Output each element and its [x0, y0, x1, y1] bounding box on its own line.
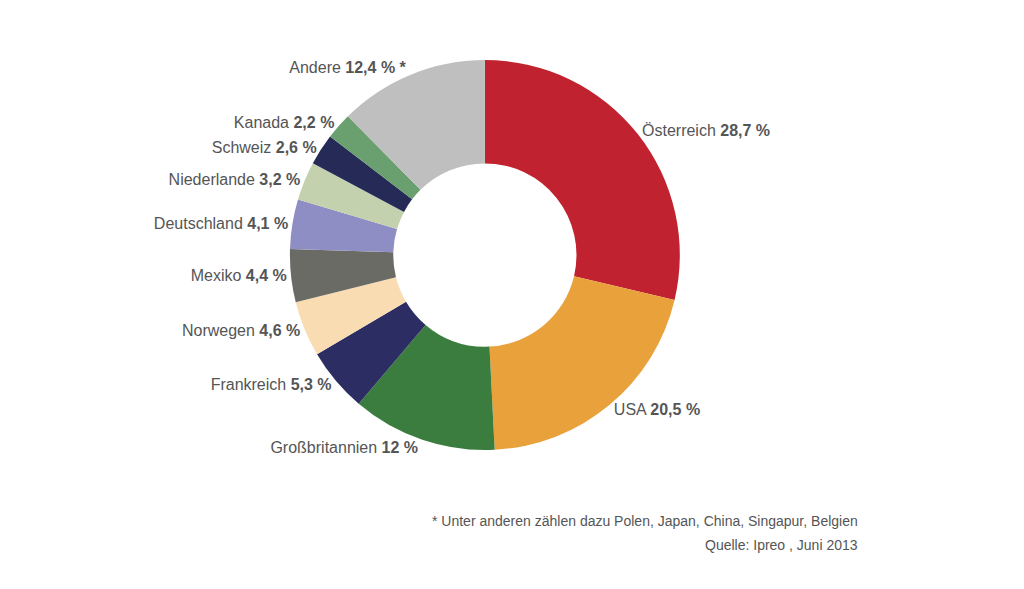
svg-text:Andere 12,4 % *: Andere 12,4 % *	[289, 59, 406, 76]
svg-text:Frankreich 5,3 %: Frankreich 5,3 %	[211, 376, 332, 393]
svg-text:Kanada 2,2 %: Kanada 2,2 %	[234, 114, 335, 131]
svg-text:Österreich 28,7 %: Österreich 28,7 %	[642, 122, 770, 139]
svg-text:Großbritannien 12 %: Großbritannien 12 %	[270, 439, 418, 456]
svg-text:Deutschland 4,1 %: Deutschland 4,1 %	[154, 215, 288, 232]
svg-text:Niederlande 3,2 %: Niederlande 3,2 %	[169, 171, 301, 188]
svg-text:Quelle: Ipreo , Juni 2013: Quelle: Ipreo , Juni 2013	[705, 537, 858, 553]
svg-text:Schweiz 2,6 %: Schweiz 2,6 %	[212, 139, 317, 156]
svg-text:Norwegen 4,6 %: Norwegen 4,6 %	[182, 322, 300, 339]
svg-text:* Unter anderen zählen dazu Po: * Unter anderen zählen dazu Polen, Japan…	[432, 513, 858, 529]
svg-text:Mexiko 4,4 %: Mexiko 4,4 %	[191, 267, 287, 284]
svg-text:USA 20,5 %: USA 20,5 %	[614, 401, 700, 418]
